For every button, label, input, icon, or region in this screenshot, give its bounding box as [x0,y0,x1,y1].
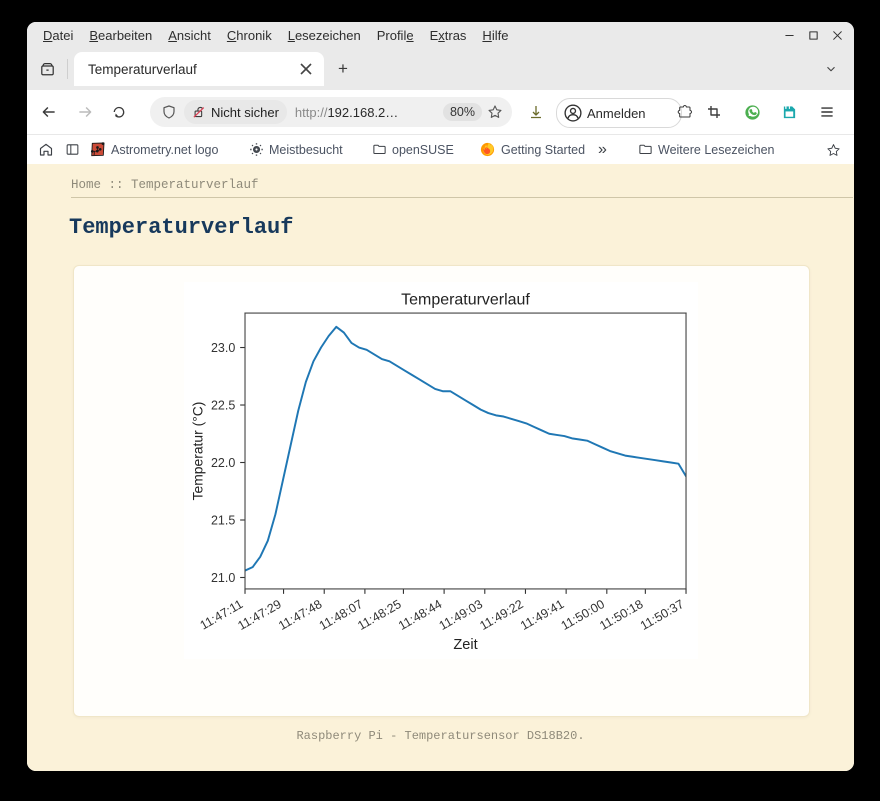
svg-text:Zeit: Zeit [453,637,477,653]
svg-text:21.0: 21.0 [211,571,235,585]
svg-text:Temperaturverlauf: Temperaturverlauf [401,292,530,309]
svg-text:22.0: 22.0 [211,456,235,470]
svg-text:21.5: 21.5 [211,514,235,528]
svg-text:23.0: 23.0 [211,341,235,355]
svg-text:Temperatur (°C): Temperatur (°C) [190,402,206,501]
svg-text:22.5: 22.5 [211,399,235,413]
